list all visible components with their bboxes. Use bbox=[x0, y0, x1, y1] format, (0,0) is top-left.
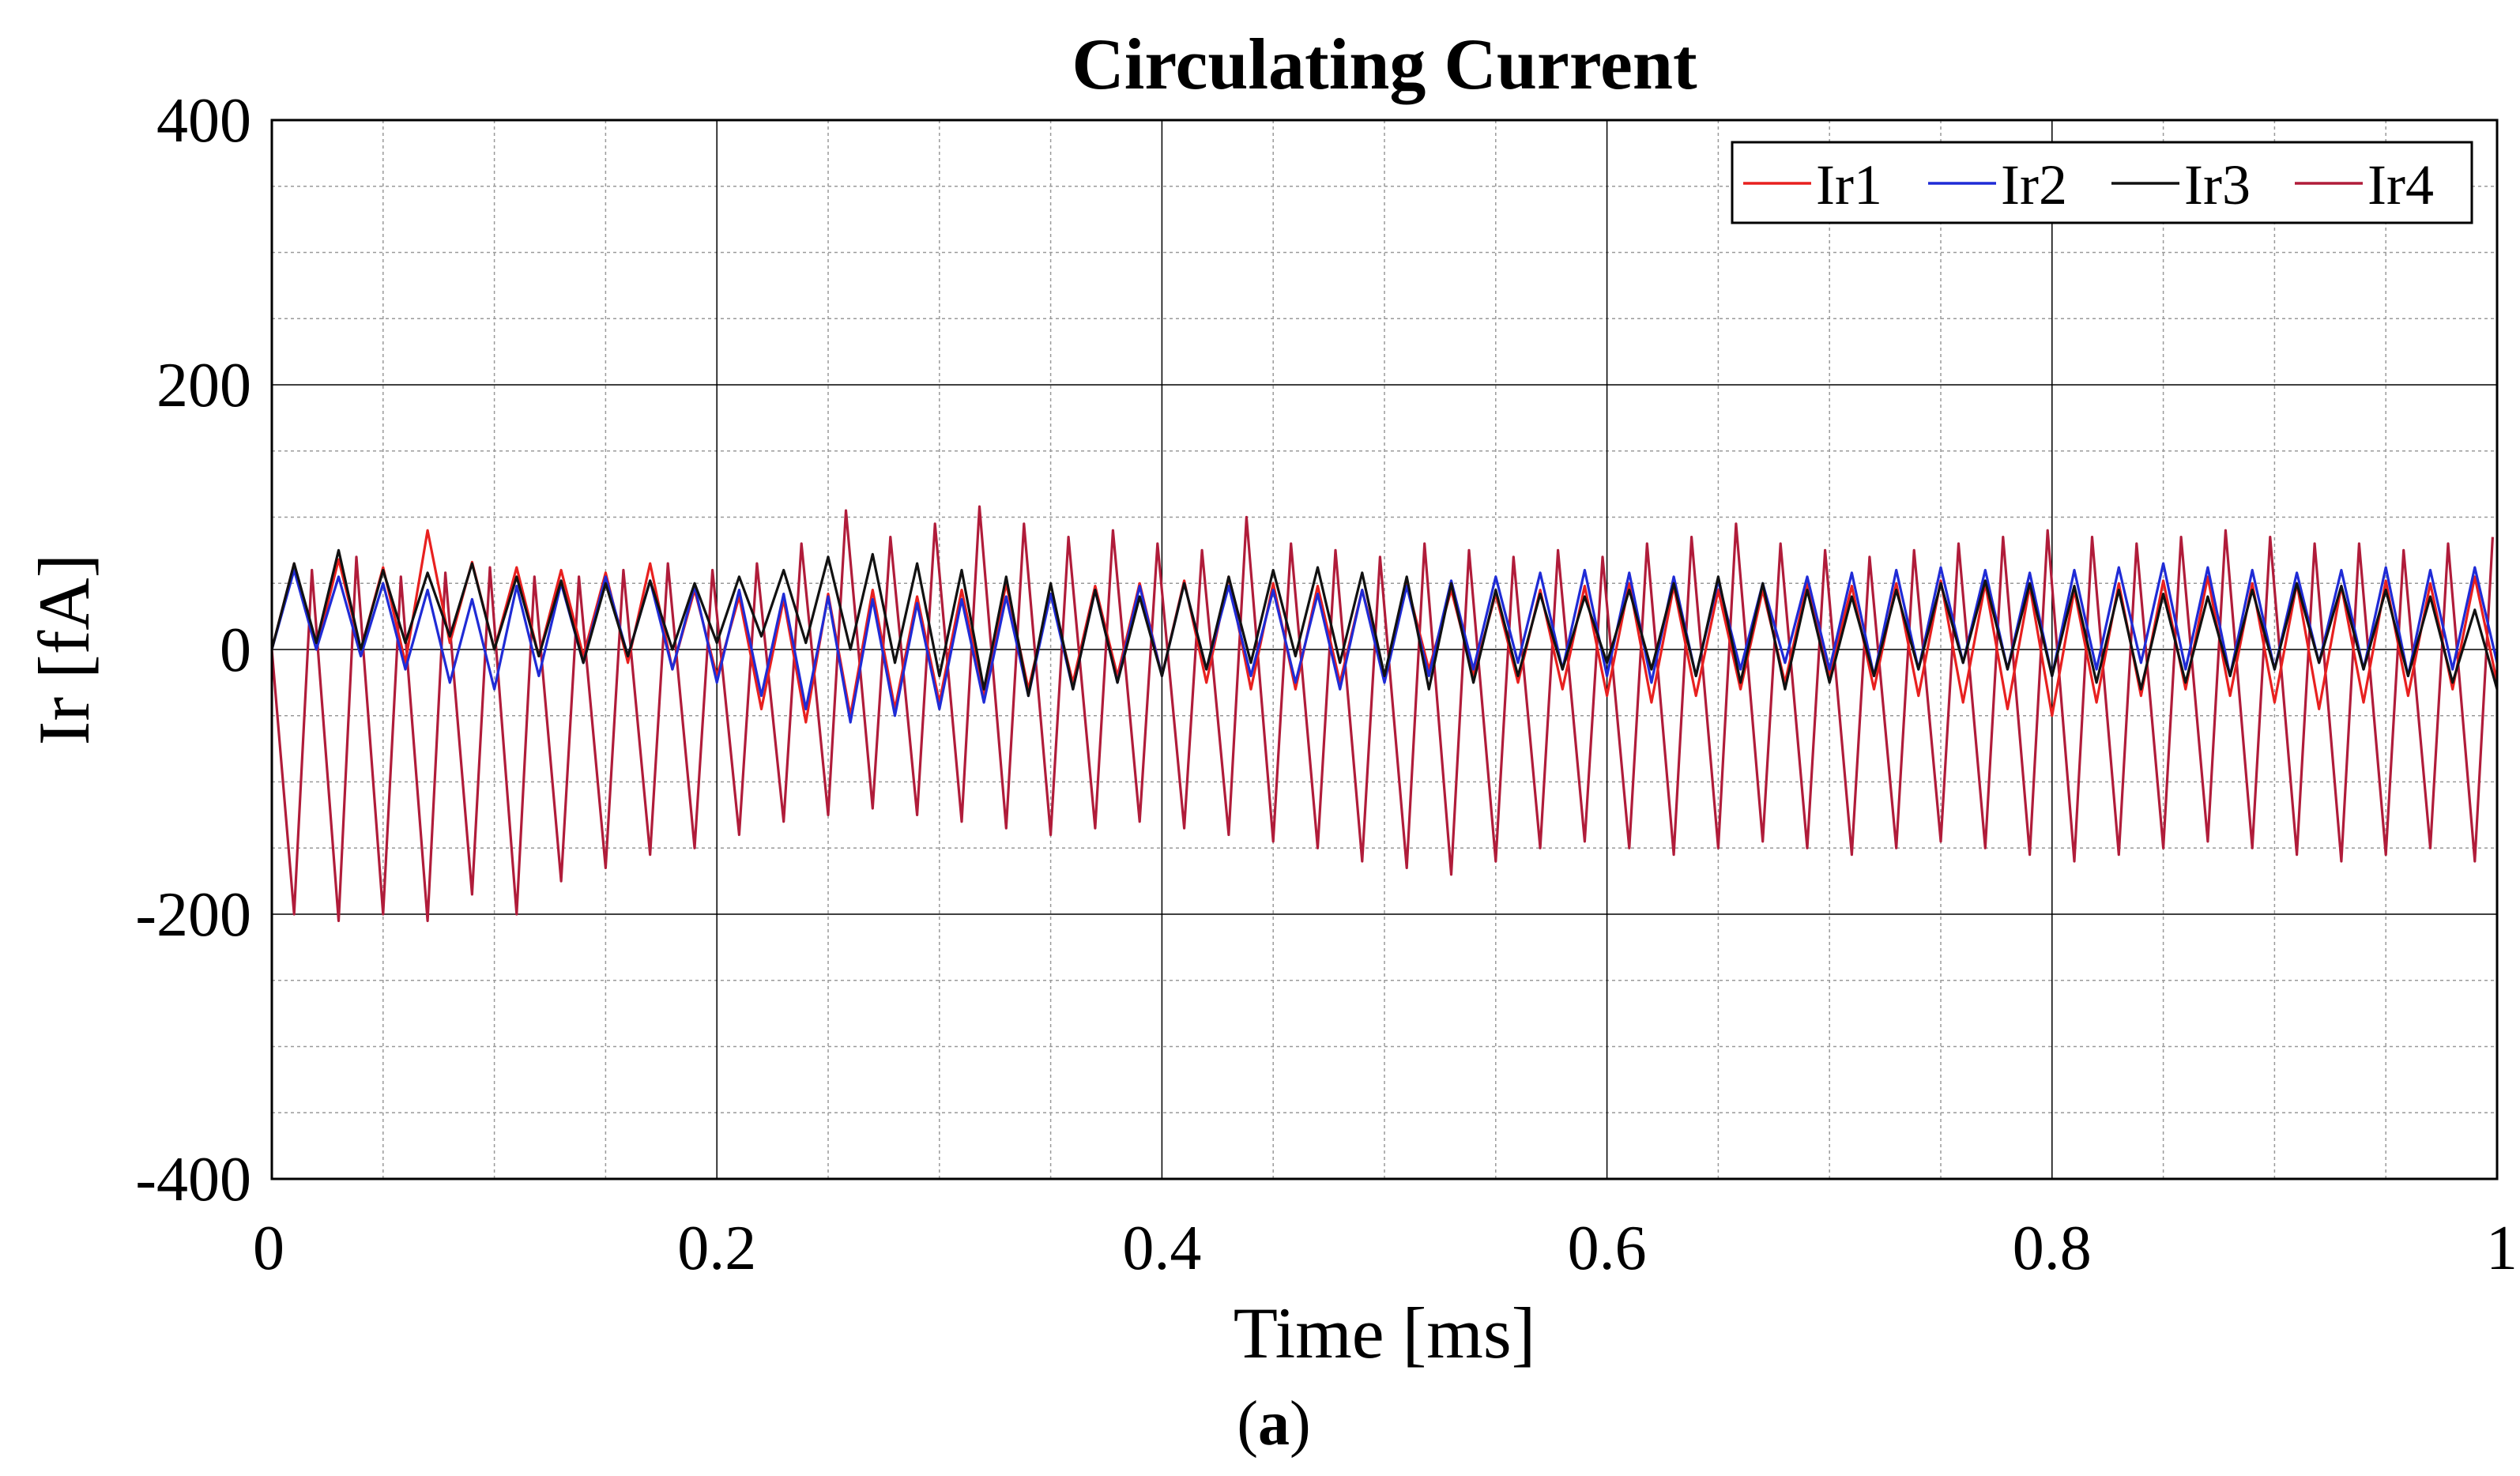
y-tick-label: 400 bbox=[156, 86, 251, 156]
y-tick-labels: 400 200 0 -200 -400 bbox=[135, 86, 251, 1214]
legend-label-ir3: Ir3 bbox=[2184, 153, 2251, 217]
figure-caption: (a) bbox=[1237, 1389, 1310, 1459]
chart-title: Circulating Current bbox=[1072, 24, 1697, 104]
plot-frame bbox=[270, 119, 2499, 1180]
legend-label-ir1: Ir1 bbox=[1816, 153, 1882, 217]
legend: Ir1 Ir2 Ir3 Ir4 bbox=[1731, 141, 2473, 224]
x-tick-label: 0 bbox=[253, 1214, 284, 1283]
legend-label-ir2: Ir2 bbox=[2001, 153, 2067, 217]
y-tick-label: -400 bbox=[135, 1145, 251, 1214]
y-tick-label: 200 bbox=[156, 351, 251, 420]
minor-grid bbox=[272, 120, 2497, 1179]
x-tick-label: 1 bbox=[2486, 1214, 2518, 1283]
series-line-ir4 bbox=[270, 505, 2494, 922]
x-axis-label: Time [ms] bbox=[1234, 1293, 1536, 1373]
y-tick-label: 0 bbox=[220, 616, 251, 685]
series-layer bbox=[270, 505, 2499, 922]
x-tick-labels: 0 0.2 0.4 0.6 0.8 1 bbox=[253, 1214, 2518, 1283]
x-tick-label: 0.4 bbox=[1122, 1214, 1201, 1283]
x-tick-label: 0.6 bbox=[1568, 1214, 1647, 1283]
legend-label-ir4: Ir4 bbox=[2367, 153, 2434, 217]
x-tick-label: 0.8 bbox=[2013, 1214, 2092, 1283]
x-tick-label: 0.2 bbox=[677, 1214, 756, 1283]
y-axis-label: Ir [fA] bbox=[24, 554, 104, 746]
y-tick-label: -200 bbox=[135, 880, 251, 950]
series-line-ir3 bbox=[270, 548, 2499, 698]
